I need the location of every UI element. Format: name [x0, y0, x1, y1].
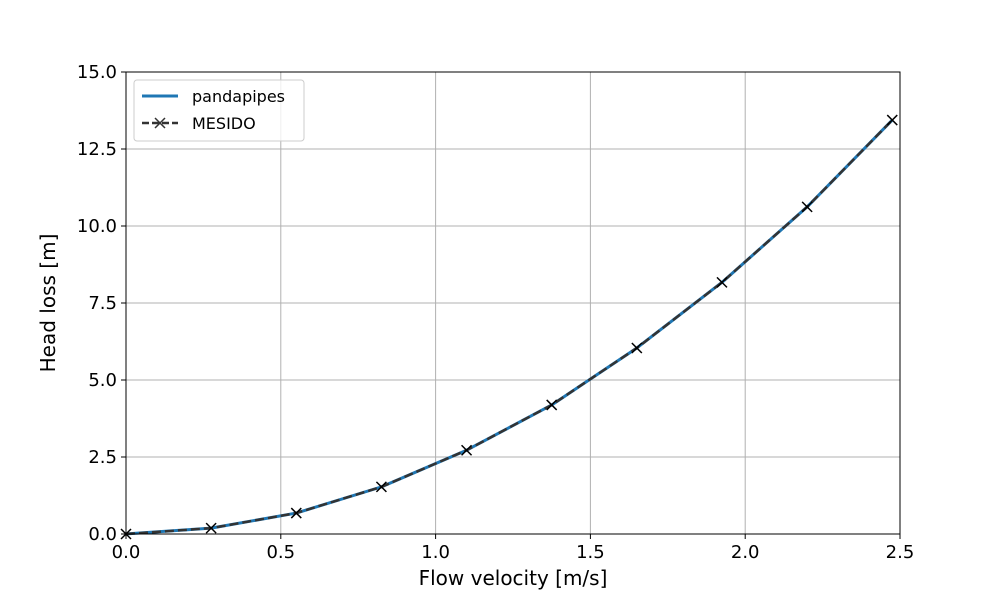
- data-point-marker: [886, 114, 898, 126]
- y-tick-label: 0.0: [88, 524, 117, 545]
- data-point-marker: [290, 507, 302, 519]
- x-axis-label: Flow velocity [m/s]: [419, 566, 608, 590]
- y-tick-label: 10.0: [77, 216, 117, 237]
- data-point-marker: [716, 276, 728, 288]
- x-tick-label: 1.5: [576, 542, 605, 563]
- y-tick-label: 5.0: [88, 370, 117, 391]
- x-tick-label: 0.5: [266, 542, 295, 563]
- y-tick-label: 2.5: [88, 447, 117, 468]
- x-tick-label: 2.0: [731, 542, 760, 563]
- legend-marker-mesido: [154, 117, 166, 129]
- legend-x-marker: [154, 117, 166, 129]
- y-tick-label: 7.5: [88, 293, 117, 314]
- series-layer: [120, 114, 898, 540]
- legend-label-mesido: MESIDO: [192, 114, 256, 133]
- x-tick-label: 0.0: [112, 542, 141, 563]
- data-point-marker: [461, 444, 473, 456]
- x-tick-label: 1.0: [421, 542, 450, 563]
- data-point-marker: [631, 342, 643, 354]
- legend-label-pandapipes: pandapipes: [192, 87, 285, 106]
- y-tick-label: 12.5: [77, 139, 117, 160]
- series-line-mesido: [125, 119, 894, 536]
- legend: pandapipes MESIDO: [133, 79, 305, 142]
- y-tick-label: 15.0: [77, 62, 117, 83]
- data-point-marker: [546, 399, 558, 411]
- ticks: 0.0 0.5 1.0 1.5 2.0 2.5 0.0 2.5 5.0 7.5 10.0 12.5 15…: [77, 62, 914, 563]
- data-point-marker: [205, 522, 217, 534]
- y-axis-label: Head loss [m]: [36, 234, 60, 373]
- data-point-marker: [801, 201, 813, 213]
- data-point-marker: [375, 481, 387, 493]
- x-tick-label: 2.5: [886, 542, 915, 563]
- series-line-pandapipes: [125, 118, 894, 536]
